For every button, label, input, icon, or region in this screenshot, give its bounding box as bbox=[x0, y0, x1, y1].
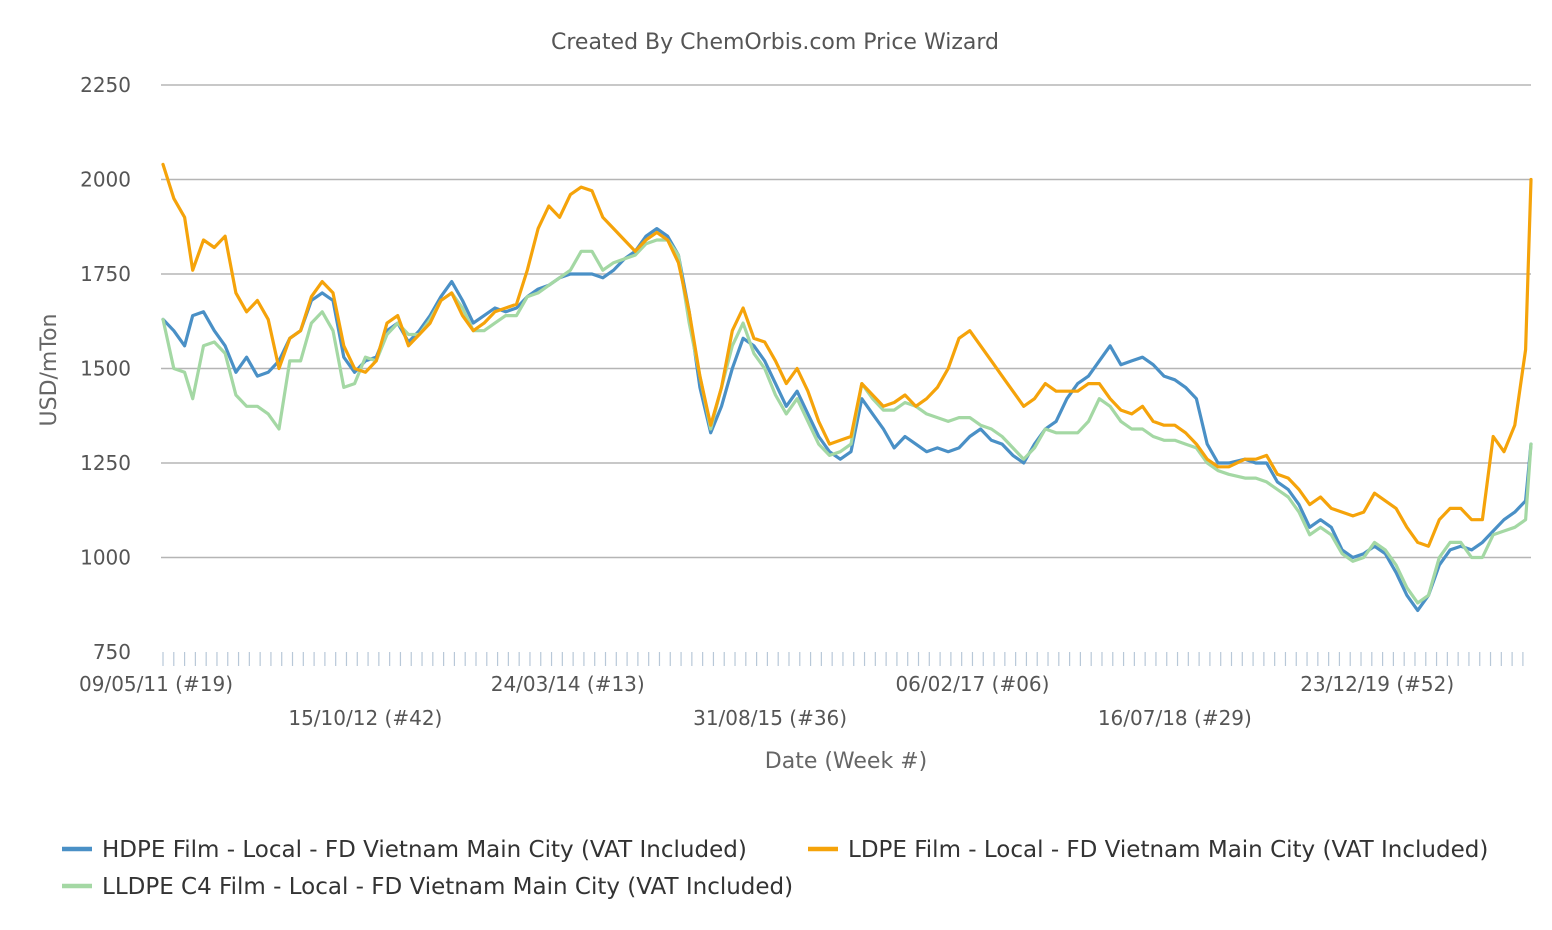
x-axis-ticks: 09/05/11 (#19) 15/10/12 (#42) 24/03/14 (#1… bbox=[79, 672, 1454, 730]
y-tick-label: 1000 bbox=[80, 546, 131, 570]
series-line-2 bbox=[161, 162, 1533, 548]
x-axis-title: Date (Week #) bbox=[765, 749, 927, 774]
y-axis-title: USD/mTon bbox=[37, 314, 62, 427]
y-tick-label: 1250 bbox=[80, 451, 131, 475]
x-tick-label: 31/08/15 (#36) bbox=[693, 706, 847, 730]
x-tick-label: 15/10/12 (#42) bbox=[288, 706, 442, 730]
legend-label: HDPE Film - Local - FD Vietnam Main City… bbox=[102, 837, 747, 863]
legend: HDPE Film - Local - FD Vietnam Main City… bbox=[62, 837, 1488, 900]
grid-layer bbox=[161, 84, 1531, 559]
x-tick-label: 23/12/19 (#52) bbox=[1300, 672, 1454, 696]
x-tick-label: 16/07/18 (#29) bbox=[1098, 706, 1252, 730]
y-tick-label: 2000 bbox=[80, 168, 131, 192]
chart-title: Created By ChemOrbis.com Price Wizard bbox=[551, 30, 999, 55]
y-tick-label: 2250 bbox=[80, 73, 131, 97]
x-tick-label: 06/02/17 (#06) bbox=[895, 672, 1049, 696]
x-tick-label: 09/05/11 (#19) bbox=[79, 672, 233, 696]
legend-label: LLDPE C4 Film - Local - FD Vietnam Main … bbox=[102, 874, 793, 900]
y-tick-label: 1750 bbox=[80, 262, 131, 286]
x-tick-label: 24/03/14 (#13) bbox=[491, 672, 645, 696]
series-line-1 bbox=[161, 227, 1533, 612]
y-tick-label: 750 bbox=[93, 640, 131, 664]
y-tick-label: 1500 bbox=[80, 357, 131, 381]
series-layer bbox=[161, 162, 1533, 612]
x-axis-minor-ticks bbox=[162, 652, 1524, 666]
y-axis-ticks: 750 1000 1250 1500 1750 2000 2250 bbox=[80, 73, 131, 664]
series-line-3 bbox=[161, 238, 1533, 605]
legend-label: LDPE Film - Local - FD Vietnam Main City… bbox=[848, 837, 1488, 863]
